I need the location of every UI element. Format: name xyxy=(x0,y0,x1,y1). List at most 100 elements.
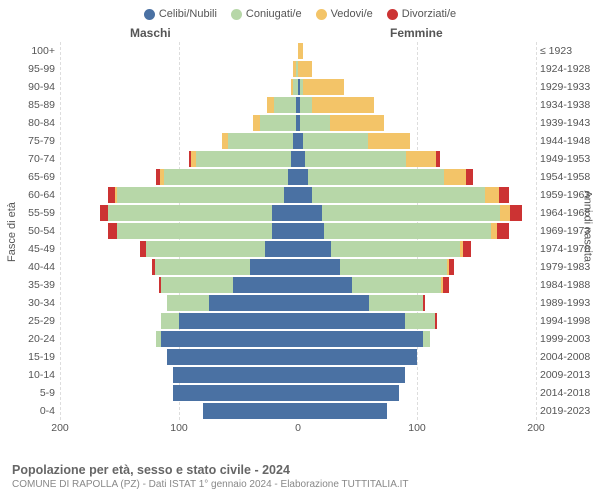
bar-female xyxy=(298,385,399,401)
legend-item: Vedovi/e xyxy=(316,8,373,20)
bar-container xyxy=(60,43,536,59)
bar-segment xyxy=(298,313,405,329)
bar-segment xyxy=(485,187,499,203)
birth-band-label: ≤ 1923 xyxy=(540,42,600,60)
age-band-label: 40-44 xyxy=(0,258,55,276)
bar-female xyxy=(298,79,344,95)
bar-container xyxy=(60,205,536,221)
legend-label: Vedovi/e xyxy=(331,8,373,20)
bar-segment xyxy=(161,331,298,347)
bar-segment xyxy=(435,313,437,329)
birth-band-label: 1944-1948 xyxy=(540,132,600,150)
birth-band-label: 1954-1958 xyxy=(540,168,600,186)
age-band-label: 90-94 xyxy=(0,78,55,96)
bar-segment xyxy=(312,97,374,113)
bar-segment xyxy=(466,169,473,185)
age-band-label: 50-54 xyxy=(0,222,55,240)
bar-segment xyxy=(322,205,501,221)
bar-segment xyxy=(497,223,509,239)
bar-segment xyxy=(196,151,291,167)
age-band-label: 100+ xyxy=(0,42,55,60)
bar-segment xyxy=(312,187,485,203)
bar-female xyxy=(298,241,471,257)
bar-segment xyxy=(288,169,298,185)
bar-segment xyxy=(250,259,298,275)
bar-female xyxy=(298,43,303,59)
age-row: 15-192004-2008 xyxy=(0,348,600,366)
bar-female xyxy=(298,133,410,149)
birth-band-label: 1939-1943 xyxy=(540,114,600,132)
x-axis: 2001000100200 xyxy=(60,420,536,438)
bar-container xyxy=(60,115,536,131)
bar-segment xyxy=(161,277,232,293)
bar-segment xyxy=(298,403,387,419)
birth-band-label: 1994-1998 xyxy=(540,312,600,330)
bar-segment xyxy=(298,277,352,293)
x-tick-label: 200 xyxy=(527,422,545,434)
bar-container xyxy=(60,241,536,257)
bar-segment xyxy=(164,169,289,185)
birth-band-label: 1979-1983 xyxy=(540,258,600,276)
bar-segment xyxy=(449,259,454,275)
bar-container xyxy=(60,187,536,203)
bar-female xyxy=(298,61,312,77)
bar-female xyxy=(298,295,425,311)
age-band-label: 70-74 xyxy=(0,150,55,168)
bar-segment xyxy=(298,205,322,221)
age-row: 30-341989-1993 xyxy=(0,294,600,312)
age-row: 75-791944-1948 xyxy=(0,132,600,150)
bar-segment xyxy=(352,277,441,293)
bar-segment xyxy=(298,295,369,311)
bar-segment xyxy=(405,313,435,329)
bar-segment xyxy=(267,97,274,113)
bar-segment xyxy=(298,223,324,239)
bar-segment xyxy=(300,115,330,131)
legend-item: Divorziati/e xyxy=(387,8,456,20)
bar-container xyxy=(60,169,536,185)
bar-segment xyxy=(284,187,298,203)
bar-container xyxy=(60,385,536,401)
bar-segment xyxy=(298,169,308,185)
bar-male xyxy=(108,223,298,239)
bar-segment xyxy=(305,151,406,167)
bar-female xyxy=(298,115,384,131)
bar-segment xyxy=(340,259,447,275)
bar-segment xyxy=(203,403,298,419)
bar-female xyxy=(298,331,430,347)
age-row: 10-14 2009-2013 xyxy=(0,366,600,384)
age-band-label: 60-64 xyxy=(0,186,55,204)
age-row: 85-891934-1938 xyxy=(0,96,600,114)
bar-segment xyxy=(406,151,436,167)
age-band-label: 5-9 xyxy=(0,384,55,402)
bar-container xyxy=(60,349,536,365)
bar-female xyxy=(298,277,449,293)
chart-subtitle: COMUNE DI RAPOLLA (PZ) - Dati ISTAT 1° g… xyxy=(12,479,409,490)
birth-band-label: 2014-2018 xyxy=(540,384,600,402)
legend-label: Coniugati/e xyxy=(246,8,302,20)
bar-container xyxy=(60,61,536,77)
bar-male xyxy=(161,313,298,329)
bar-segment xyxy=(173,385,298,401)
bar-male xyxy=(173,367,298,383)
bar-segment xyxy=(253,115,260,131)
bar-segment xyxy=(108,223,118,239)
birth-band-label: 2009-2013 xyxy=(540,366,600,384)
birth-band-label: 1949-1953 xyxy=(540,150,600,168)
bar-container xyxy=(60,223,536,239)
bar-segment xyxy=(303,79,345,95)
bar-female xyxy=(298,349,417,365)
age-band-label: 30-34 xyxy=(0,294,55,312)
bar-segment xyxy=(228,133,293,149)
birth-band-label: 1999-2003 xyxy=(540,330,600,348)
age-band-label: 10-14 xyxy=(0,366,55,384)
birth-band-label: 1969-1973 xyxy=(540,222,600,240)
age-band-label: 20-24 xyxy=(0,330,55,348)
bar-male xyxy=(140,241,298,257)
bar-male xyxy=(156,331,298,347)
birth-band-label: 1984-1988 xyxy=(540,276,600,294)
age-row: 20-24 1999-2003 xyxy=(0,330,600,348)
plot-area: Fasce di età Anni di nascita 100+≤ 19239… xyxy=(0,42,600,420)
bar-segment xyxy=(161,313,179,329)
age-band-label: 35-39 xyxy=(0,276,55,294)
age-band-label: 80-84 xyxy=(0,114,55,132)
